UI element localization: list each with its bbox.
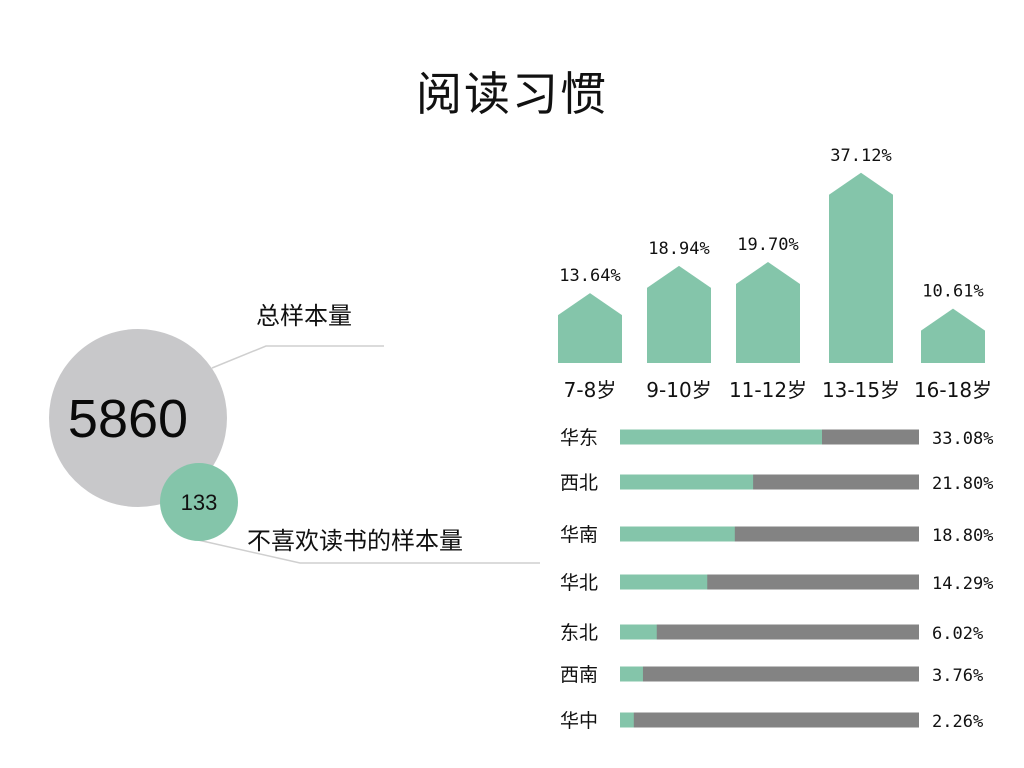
total-sample-value: 5860	[68, 389, 188, 449]
region-value-label-3: 14.29%	[932, 574, 993, 594]
age-category-label-1: 9-10岁	[646, 378, 711, 402]
age-value-label-2: 19.70%	[737, 235, 798, 255]
region-bar-1	[620, 474, 754, 490]
region-distribution-chart: 华东 33.08% 西北 21.80% 华南 18.80% 华北 14.29% 东北 6.02% 西…	[560, 427, 993, 732]
region-value-label-0: 33.08%	[932, 429, 993, 449]
region-value-label-1: 21.80%	[932, 474, 993, 494]
region-bar-5	[620, 666, 643, 682]
dislike-callout-line	[197, 539, 540, 564]
region-category-label-2: 华南	[560, 524, 598, 546]
region-bar-0	[620, 429, 822, 445]
age-category-label-0: 7-8岁	[564, 378, 617, 402]
summary-group: 5860 133 总样本量 不喜欢读书的样本量	[49, 302, 540, 564]
region-category-label-3: 华北	[560, 572, 598, 594]
region-category-label-5: 西南	[560, 664, 598, 686]
dislike-sample-circle	[160, 463, 238, 541]
total-callout-line	[211, 345, 384, 369]
region-bar-remainder-5	[620, 666, 919, 682]
dislike-sample-value: 133	[181, 490, 218, 515]
page-title: 阅读习惯	[416, 67, 608, 121]
age-bar-2	[736, 262, 800, 363]
age-value-label-1: 18.94%	[648, 239, 709, 259]
region-bar-remainder-4	[620, 624, 919, 640]
total-sample-circle	[49, 329, 227, 507]
region-bar-4	[620, 624, 657, 640]
age-value-label-3: 37.12%	[830, 146, 891, 166]
region-bar-6	[620, 712, 634, 728]
total-sample-label: 总样本量	[256, 302, 352, 330]
age-value-label-0: 13.64%	[559, 266, 620, 286]
age-bar-0	[558, 293, 622, 363]
region-bar-remainder-6	[620, 712, 919, 728]
region-value-label-4: 6.02%	[932, 624, 983, 644]
age-category-label-4: 16-18岁	[914, 378, 992, 402]
region-bar-2	[620, 526, 735, 542]
age-distribution-chart: 13.64% 7-8岁 18.94% 9-10岁 19.70% 11-12岁 37.12% 1…	[558, 146, 992, 402]
age-bar-3	[829, 172, 893, 363]
region-value-label-6: 2.26%	[932, 712, 983, 732]
age-bar-1	[647, 265, 711, 363]
dislike-sample-label: 不喜欢读书的样本量	[247, 527, 463, 555]
age-category-label-2: 11-12岁	[729, 378, 807, 402]
region-value-label-2: 18.80%	[932, 526, 993, 546]
region-category-label-1: 西北	[560, 472, 598, 494]
region-category-label-4: 东北	[560, 622, 598, 644]
age-bar-4	[921, 308, 985, 363]
region-value-label-5: 3.76%	[932, 666, 983, 686]
region-bar-3	[620, 574, 708, 590]
region-category-label-6: 华中	[560, 710, 598, 732]
age-category-label-3: 13-15岁	[822, 378, 900, 402]
age-value-label-4: 10.61%	[922, 282, 983, 302]
region-category-label-0: 华东	[560, 427, 598, 449]
